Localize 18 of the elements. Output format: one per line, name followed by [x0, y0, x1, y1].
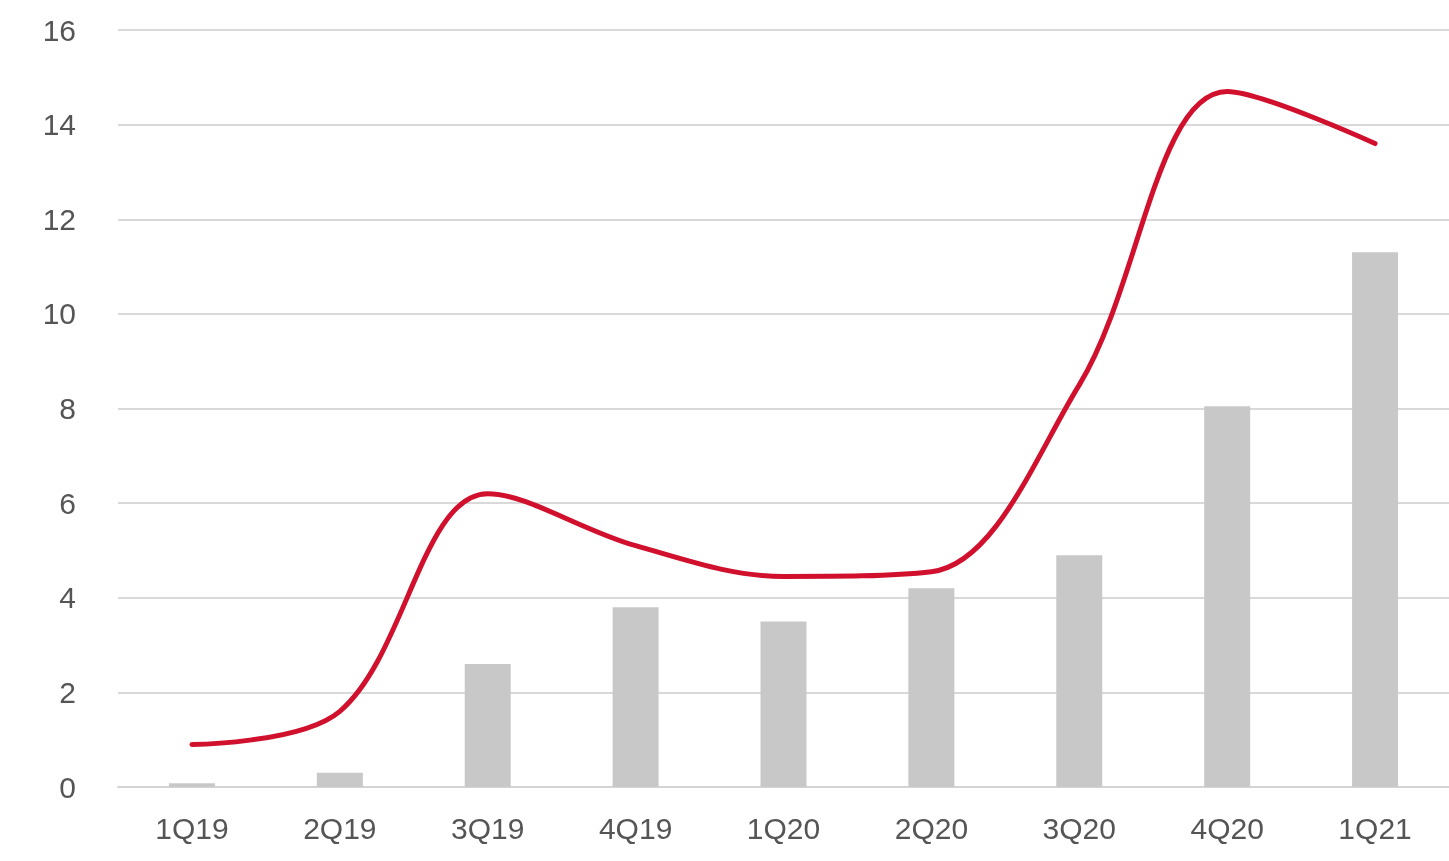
x-tick-label: 1Q20 — [746, 811, 821, 845]
x-tick-label: 4Q19 — [598, 811, 673, 845]
y-tick-label: 6 — [59, 486, 76, 520]
y-tick-label: 12 — [42, 202, 76, 236]
y-tick-label: 4 — [59, 581, 76, 615]
x-tick-label: 3Q19 — [451, 811, 525, 845]
y-tick-label: 8 — [59, 392, 76, 425]
x-tick-label: 2Q20 — [894, 811, 969, 845]
x-tick-label: 1Q19 — [155, 811, 229, 845]
x-tick-label: 1Q21 — [1338, 811, 1412, 845]
y-tick-label: 16 — [42, 13, 76, 47]
x-tick-label: 2Q19 — [303, 811, 377, 845]
x-tick-label: 3Q20 — [1042, 811, 1116, 845]
y-tick-label: 10 — [42, 297, 76, 331]
x-tick-label: 4Q20 — [1190, 811, 1264, 845]
y-tick-label: 14 — [42, 108, 76, 142]
y-tick-label: 2 — [59, 675, 76, 709]
y-tick-label: 0 — [59, 770, 76, 804]
